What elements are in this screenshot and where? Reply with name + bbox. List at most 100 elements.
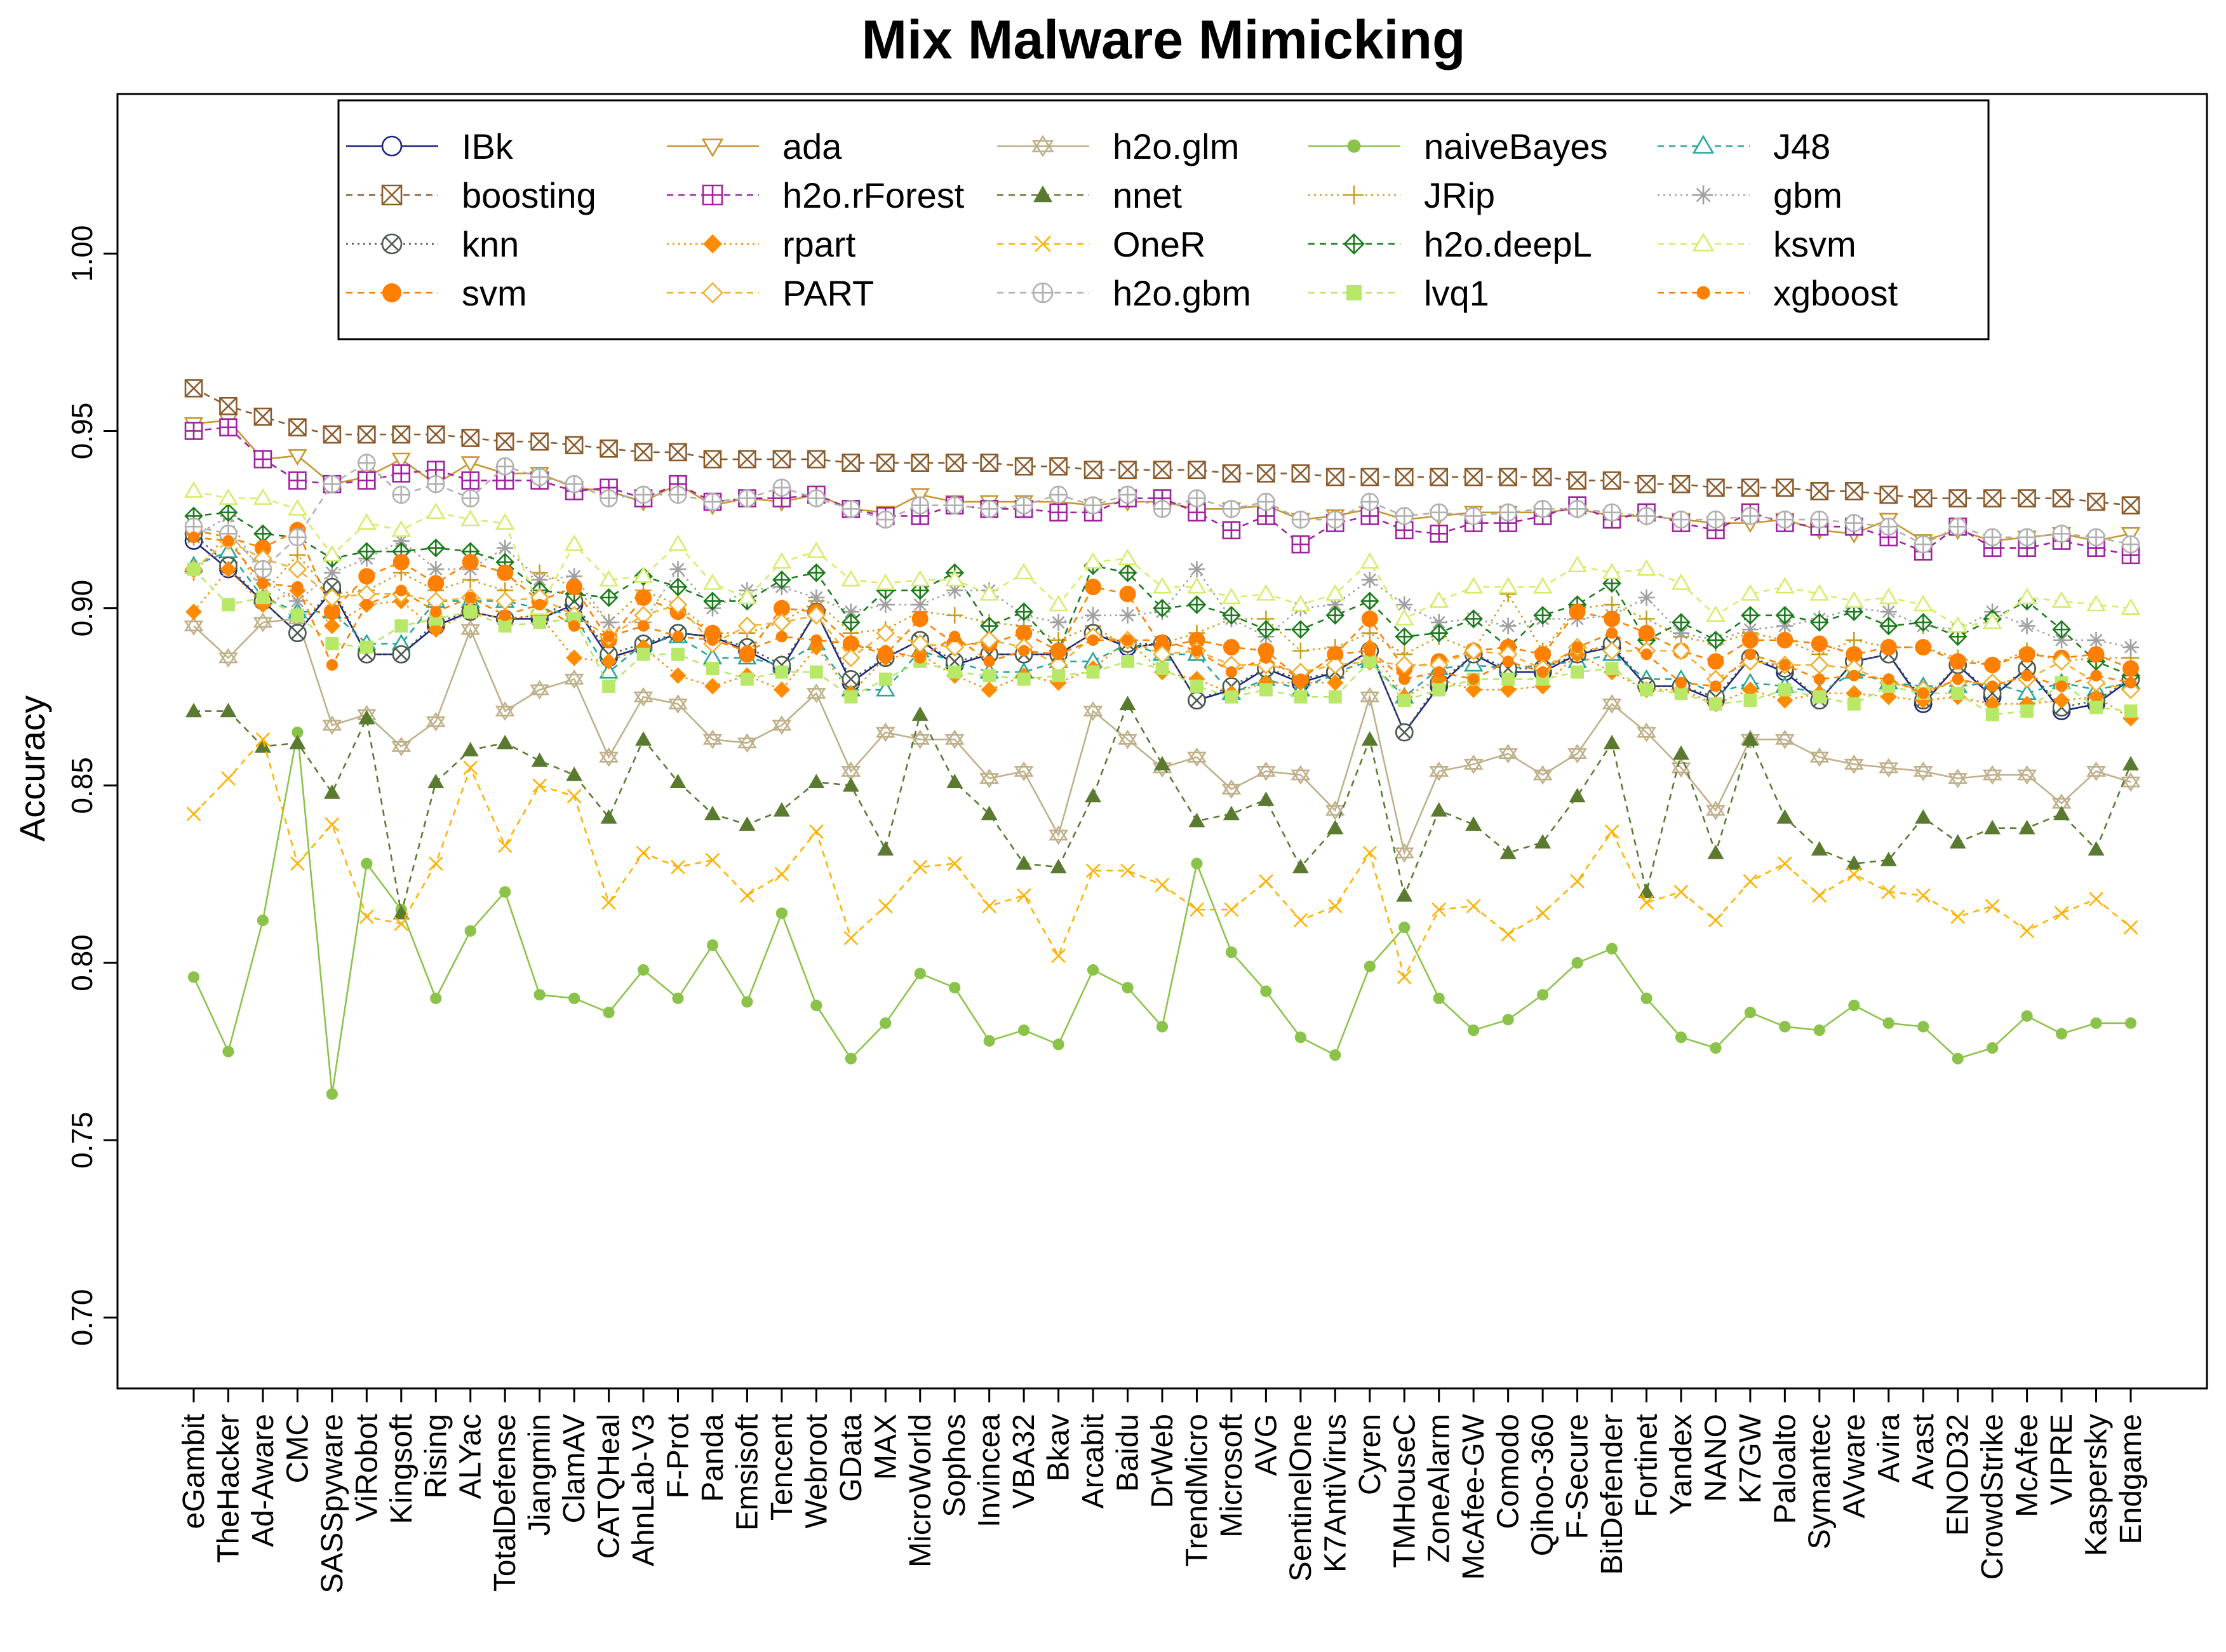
legend-label: svm: [462, 273, 527, 313]
data-point: [946, 582, 963, 599]
legend-entry-rpart: rpart: [667, 224, 856, 264]
x-tick-label: AVG: [1249, 1414, 1283, 1476]
x-tick-label: TheHacker: [211, 1414, 245, 1563]
data-point: [1982, 612, 2002, 629]
data-point: [1325, 800, 1345, 821]
data-point: [1672, 474, 1691, 494]
data-point: [1537, 989, 1549, 1001]
data-point: [1985, 899, 2000, 913]
data-point: [568, 620, 580, 632]
data-point: [1468, 673, 1480, 685]
data-point: [981, 682, 998, 699]
data-point: [497, 838, 513, 854]
data-point: [185, 603, 202, 621]
data-point: [292, 581, 304, 593]
data-point: [1014, 563, 1034, 580]
data-point: [1294, 673, 1306, 685]
x-tick-label: GData: [835, 1414, 868, 1502]
data-point: [1775, 577, 1795, 594]
data-point: [222, 598, 235, 612]
data-point: [2088, 631, 2105, 648]
data-point: [530, 432, 549, 451]
legend-entry-ibk: IBk: [346, 126, 514, 166]
data-point: [1672, 624, 1689, 641]
data-point: [809, 824, 824, 839]
data-point: [1501, 927, 1515, 942]
legend-marker: [702, 184, 723, 206]
x-tick-label: Arcabit: [1076, 1414, 1110, 1508]
data-point: [876, 573, 895, 590]
data-point: [1672, 613, 1691, 632]
data-point: [394, 619, 408, 633]
x-tick-label: McAfee-GW: [1457, 1413, 1491, 1580]
data-point: [566, 579, 583, 596]
data-point: [910, 634, 930, 654]
data-point: [1259, 874, 1273, 889]
data-point: [910, 570, 930, 587]
data-point: [911, 496, 930, 514]
data-point: [1291, 535, 1310, 554]
data-point: [1673, 884, 1689, 899]
data-point: [1672, 510, 1691, 529]
data-point: [1915, 888, 1931, 903]
data-point: [772, 552, 792, 569]
data-point: [1360, 591, 1379, 611]
data-point: [1362, 845, 1378, 861]
data-point: [495, 701, 515, 721]
data-point: [979, 584, 999, 601]
data-point: [1567, 744, 1587, 763]
data-point: [1188, 691, 1206, 710]
y-tick-label: 0.85: [65, 757, 98, 814]
data-point: [1499, 844, 1517, 859]
data-point: [1844, 514, 1863, 532]
data-point: [668, 534, 688, 551]
data-point: [1191, 645, 1203, 657]
data-point: [495, 513, 515, 530]
data-point: [1294, 690, 1308, 704]
data-point: [222, 535, 234, 547]
data-point: [983, 1035, 995, 1047]
data-point: [326, 659, 338, 671]
x-tick-label: CrowdStrike: [1976, 1414, 2009, 1580]
data-point: [1983, 489, 2002, 507]
data-point: [461, 471, 480, 490]
data-point: [880, 1017, 892, 1029]
data-point: [495, 457, 514, 476]
data-point: [947, 856, 962, 871]
data-point: [220, 561, 237, 578]
data-point: [1846, 631, 1863, 648]
data-point: [841, 499, 861, 518]
data-point: [1222, 464, 1241, 483]
data-point: [600, 440, 618, 458]
data-point: [634, 443, 653, 462]
data-point: [288, 499, 307, 516]
data-point: [773, 600, 790, 617]
data-point: [1532, 765, 1553, 785]
data-point: [1499, 617, 1517, 635]
data-point: [775, 907, 788, 919]
legend-marker: [702, 282, 723, 304]
data-point: [979, 769, 1000, 789]
y-axis-label: Accuracy: [12, 695, 52, 842]
data-point: [1671, 573, 1691, 590]
data-point: [531, 752, 548, 767]
legend-marker: [703, 234, 722, 253]
data-point: [1672, 641, 1691, 661]
data-point: [1153, 499, 1172, 518]
data-point: [253, 612, 273, 633]
data-point: [876, 623, 895, 643]
data-point: [1499, 503, 1517, 522]
data-point: [1605, 662, 1619, 675]
data-point: [392, 554, 410, 571]
data-point: [1291, 594, 1311, 612]
data-point: [810, 634, 822, 646]
series-line-boosting: [193, 387, 2131, 506]
data-point: [1051, 948, 1066, 964]
data-point: [1606, 943, 1618, 955]
data-point: [1982, 765, 2002, 785]
data-point: [979, 631, 999, 650]
data-point: [288, 560, 307, 579]
data-point: [1571, 641, 1583, 654]
x-tick-label: K7GW: [1734, 1413, 1767, 1503]
data-point: [218, 648, 238, 668]
